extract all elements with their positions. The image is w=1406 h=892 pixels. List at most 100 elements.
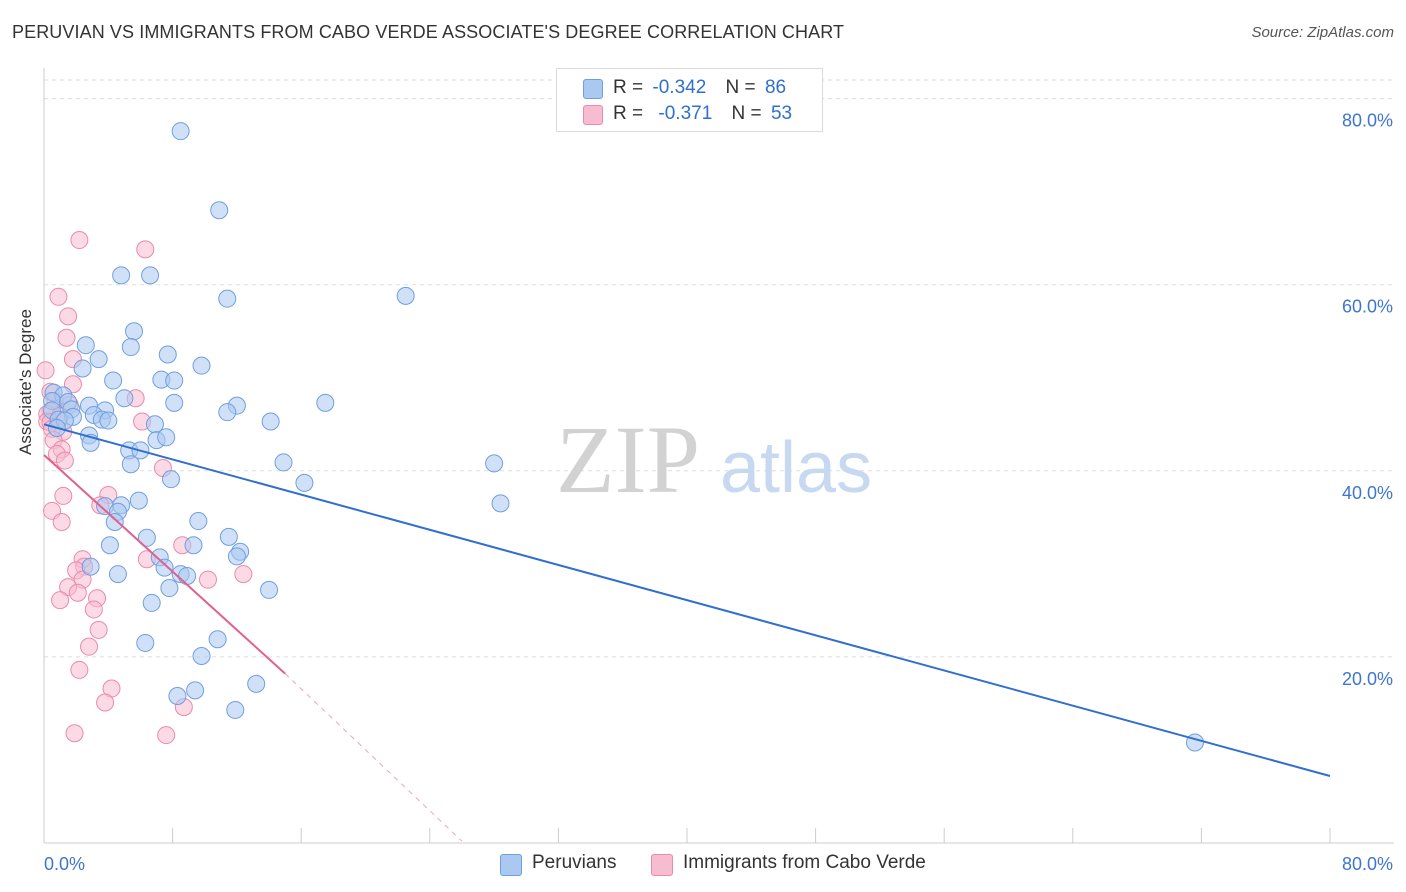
- peruvian-point: [160, 579, 179, 598]
- peruvian-point: [192, 356, 211, 375]
- watermark-zip: ZIP: [556, 406, 700, 513]
- cabo-verde-point: [198, 570, 217, 589]
- cabo-verde-point: [52, 512, 71, 531]
- cabo-verde-point: [84, 600, 103, 619]
- chart-title: PERUVIAN VS IMMIGRANTS FROM CABO VERDE A…: [12, 22, 845, 42]
- peruvian-point: [186, 681, 205, 700]
- peruvian-point: [104, 371, 123, 390]
- peruvian-point: [129, 491, 148, 510]
- cabo-verde-point: [54, 486, 73, 505]
- peruvian-point: [141, 266, 160, 285]
- peruvian-point: [260, 580, 279, 599]
- correlation-legend: R = -0.342 N = 86 R = -0.371 N = 53: [556, 68, 823, 132]
- bottom-legend-label: Immigrants from Cabo Verde: [683, 852, 926, 873]
- cabo-verde-point: [57, 328, 76, 347]
- peruvian-point: [168, 686, 187, 705]
- cabo-verde-point: [70, 660, 89, 679]
- cabo-verde-trend-line: [43, 454, 286, 675]
- watermark: ZIP atlas: [556, 406, 872, 513]
- peruvian-point: [295, 473, 314, 492]
- peruvian-point: [125, 322, 144, 341]
- peruvian-point: [192, 646, 211, 665]
- peruvian-point: [100, 536, 119, 555]
- legend-n-label: N =: [731, 103, 762, 124]
- peruvian-point: [121, 455, 140, 474]
- series-peruvians-points: [43, 122, 1204, 752]
- peruvian-point: [157, 428, 176, 447]
- y-axis-label: Associate's Degree: [16, 309, 35, 455]
- y-tick-label: 60.0%: [1342, 297, 1393, 317]
- cabo-verde-point: [89, 620, 108, 639]
- peruvian-point: [73, 359, 92, 378]
- cabo-verde-point: [59, 307, 78, 326]
- peruvian-point: [108, 565, 127, 584]
- legend-n-value: 86: [764, 77, 787, 98]
- peruvian-point: [81, 557, 100, 576]
- peruvian-point: [99, 411, 118, 430]
- peruvian-point: [226, 700, 245, 719]
- peruvian-point: [219, 527, 238, 546]
- peruvian-point: [155, 558, 174, 577]
- peruvian-point: [274, 453, 293, 472]
- peruvian-point: [184, 536, 203, 555]
- peruvian-point: [491, 494, 510, 513]
- peruvian-point: [210, 201, 229, 220]
- trend-lines: [43, 423, 1331, 842]
- peruvian-point: [261, 412, 280, 431]
- peruvian-point: [136, 633, 155, 652]
- legend-r-label: R =: [613, 103, 644, 124]
- axes: [43, 68, 1394, 844]
- x-tick-label: 0.0%: [44, 854, 85, 874]
- cabo-verde-point: [234, 565, 253, 584]
- peruvian-point: [76, 336, 95, 355]
- bottom-legend-swatch-pink: [651, 854, 673, 876]
- peruvian-point: [165, 393, 184, 412]
- legend-swatch-pink: [583, 105, 603, 125]
- legend-r-value: -0.371: [658, 103, 713, 124]
- cabo-verde-point: [136, 240, 155, 259]
- cabo-verde-point: [70, 231, 89, 250]
- peruvians-trend-line: [43, 423, 1331, 777]
- peruvian-point: [89, 350, 108, 369]
- peruvian-point: [171, 122, 190, 141]
- cabo-verde-trend-extension: [284, 673, 463, 842]
- cabo-verde-point: [65, 724, 84, 743]
- cabo-verde-point: [96, 693, 115, 712]
- x-tick-label: 80.0%: [1342, 854, 1393, 874]
- cabo-verde-point: [55, 451, 74, 470]
- series-cabo-verde-points: [36, 231, 253, 745]
- legend-n-label: N =: [725, 77, 756, 98]
- peruvian-point: [115, 389, 134, 408]
- tick-labels: 20.0% 40.0% 60.0% 80.0% 0.0% 80.0%: [44, 111, 1393, 874]
- y-tick-label: 20.0%: [1342, 669, 1393, 689]
- peruvian-point: [142, 593, 161, 612]
- cabo-verde-point: [80, 637, 99, 656]
- legend-r-value: -0.342: [652, 77, 707, 98]
- peruvian-point: [189, 512, 208, 531]
- watermark-atlas: atlas: [720, 428, 872, 508]
- cabo-verde-point: [36, 361, 55, 380]
- cabo-verde-point: [157, 726, 176, 745]
- peruvian-point: [158, 345, 177, 364]
- peruvian-point: [218, 289, 237, 308]
- peruvian-point: [165, 371, 184, 390]
- bottom-legend-label: Peruvians: [532, 852, 617, 873]
- cabo-verde-point: [49, 287, 68, 306]
- legend-n-value: 53: [770, 103, 793, 124]
- peruvian-point: [178, 566, 197, 585]
- peruvian-point: [485, 454, 504, 473]
- peruvian-point: [247, 674, 266, 693]
- legend-r-label: R =: [613, 77, 644, 98]
- peruvian-point: [396, 286, 415, 305]
- cabo-verde-point: [68, 583, 87, 602]
- peruvian-point: [208, 630, 227, 649]
- peruvian-point: [227, 547, 246, 566]
- peruvian-point: [105, 512, 124, 531]
- peruvian-point: [137, 528, 156, 547]
- peruvian-point: [316, 393, 335, 412]
- bottom-legend-swatch-blue: [500, 854, 522, 876]
- y-tick-label: 40.0%: [1342, 483, 1393, 503]
- legend-swatch-blue: [583, 79, 603, 99]
- peruvian-point: [218, 403, 237, 422]
